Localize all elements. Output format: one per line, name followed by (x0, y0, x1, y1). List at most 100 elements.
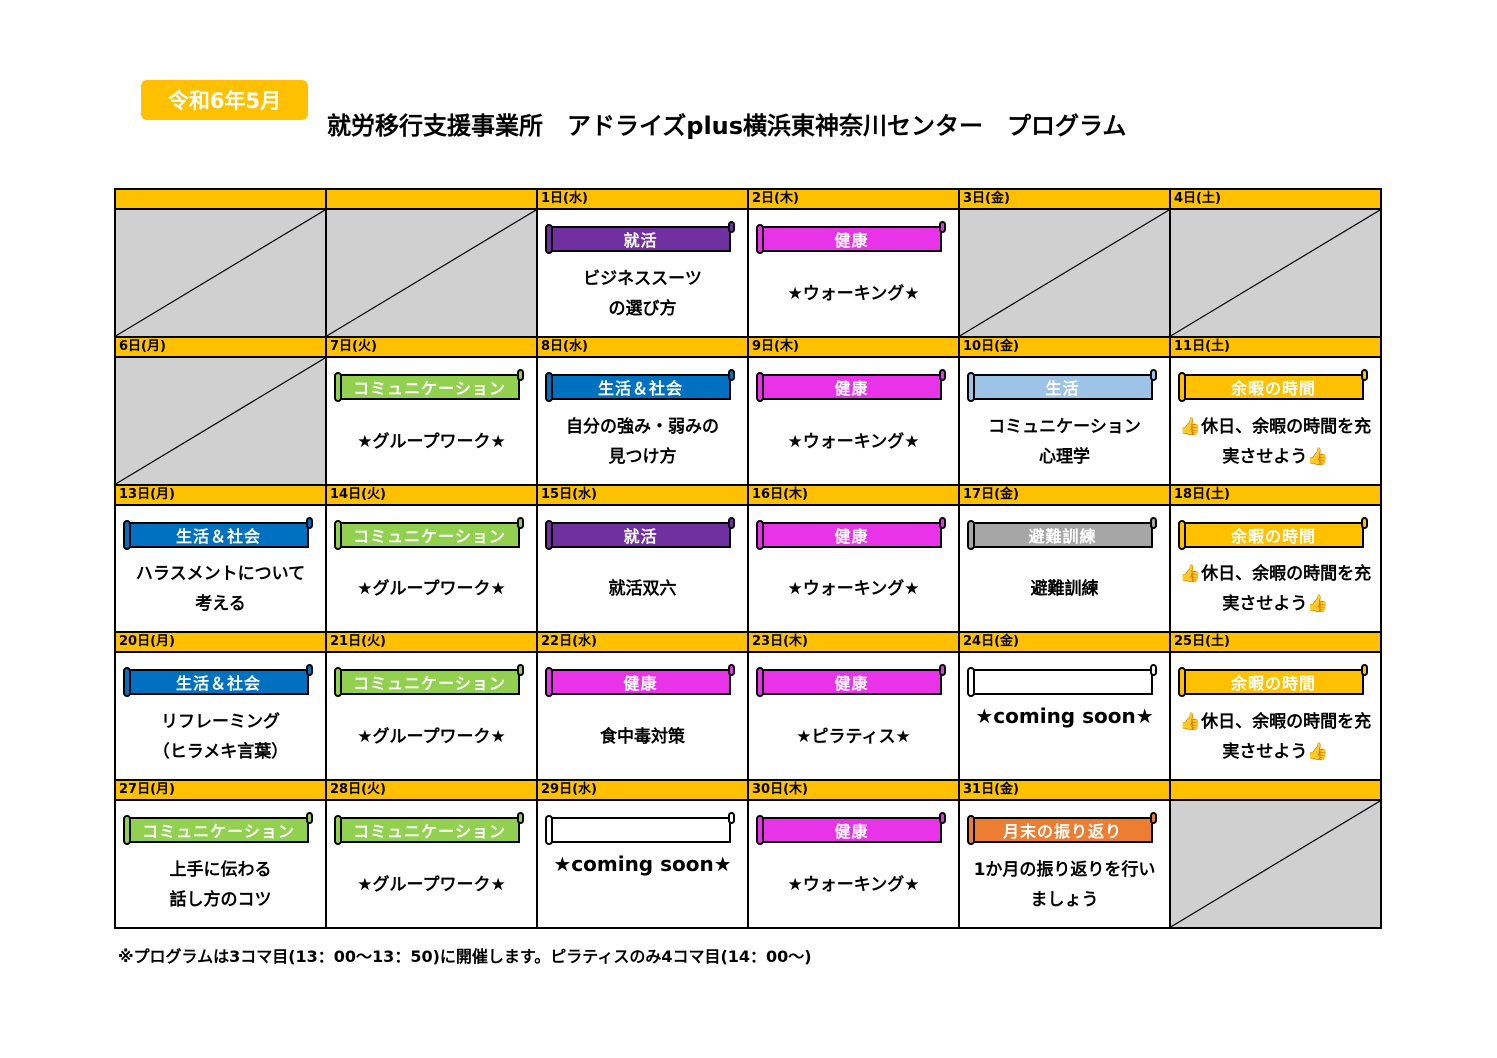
date-label: 20日(月) (116, 633, 325, 654)
category-banner: コミュニケーション (334, 368, 524, 402)
scroll-curl-right (517, 368, 524, 381)
calendar-cell: 14日(火) コミュニケーション ★グループワーク★ (327, 485, 536, 632)
date-label: 7日(火) (327, 337, 536, 358)
cell-body (116, 357, 325, 484)
cell-body (1171, 801, 1380, 927)
program-description: ★グループワーク★ (357, 579, 506, 600)
category-label: 生活＆社会 (128, 669, 309, 696)
calendar-cell: 20日(月) 生活＆社会 リフレーミング （ヒラメキ言葉） (116, 633, 325, 780)
date-label: 10日(金) (960, 337, 1169, 358)
scroll-curl-left (334, 815, 342, 846)
scroll-curl-left (545, 519, 553, 550)
cell-body (960, 210, 1169, 336)
category-label: 生活＆社会 (128, 521, 309, 548)
program-description: 👍休日、余暇の時間を充 実させよう👍 (1179, 416, 1372, 467)
scroll-curl-right (728, 516, 735, 529)
cell-body: 健康 ★ウォーキング★ (749, 358, 958, 484)
date-label: 22日(水) (538, 633, 747, 654)
scroll-curl-left (123, 667, 131, 698)
scroll-curl-left (545, 224, 553, 254)
cell-body: コミュニケーション上手に伝わる 話し方のコツ (116, 801, 325, 927)
cell-body: 就活 就活双六 (538, 506, 747, 632)
category-banner: 生活＆社会 (123, 516, 313, 550)
category-banner: 余暇の時間 (1178, 368, 1368, 402)
program-description: ★coming soon★ (975, 704, 1154, 729)
category-label: 健康 (761, 521, 942, 548)
scroll-curl-left (756, 519, 764, 550)
category-banner: 健康 (756, 516, 946, 550)
date-label: 25日(土) (1171, 633, 1380, 654)
calendar-cell-empty: 4日(土) (1171, 190, 1380, 336)
scroll-curl-right (1361, 368, 1368, 381)
schedule-footnote: ※プログラムは3コマ目(13：00～13：50)に開催します。ピラティスのみ4コ… (118, 947, 812, 966)
date-label: 11日(土) (1171, 337, 1380, 358)
scroll-curl-left (967, 519, 975, 550)
scroll-curl-left (123, 519, 131, 550)
calendar-cell-empty (116, 190, 325, 336)
category-label (972, 669, 1153, 696)
category-banner: 健康 (545, 664, 735, 698)
date-label: 14日(火) (327, 485, 536, 506)
category-banner: 健康 (756, 664, 946, 698)
scroll-curl-left (334, 519, 342, 550)
diagonal-slash (1171, 210, 1380, 336)
date-label: 15日(水) (538, 485, 747, 506)
date-label: 27日(月) (116, 781, 325, 802)
date-label (1171, 781, 1380, 802)
scroll-curl-left (545, 371, 553, 402)
page-title: 就労移行支援事業所 アドライズplus横浜東神奈川センター プログラム (327, 112, 1127, 140)
category-banner: 生活 (967, 368, 1157, 402)
category-banner: 生活＆社会 (123, 664, 313, 698)
date-label: 30日(木) (749, 781, 958, 802)
scroll-curl-left (545, 815, 553, 846)
date-label: 21日(火) (327, 633, 536, 654)
category-banner: 余暇の時間 (1178, 516, 1368, 550)
cell-body (1171, 210, 1380, 336)
scroll-curl-left (545, 667, 553, 698)
date-label: 24日(金) (960, 633, 1169, 654)
program-description: 避難訓練 (1030, 579, 1099, 600)
category-label: 月末の振り返り (972, 817, 1153, 844)
cell-body: 生活＆社会 自分の強み・弱みの 見つけ方 (538, 358, 747, 484)
category-banner: 余暇の時間 (1178, 664, 1368, 698)
scroll-curl-right (939, 516, 946, 529)
date-label: 9日(木) (749, 337, 958, 358)
category-label: 就活 (550, 226, 731, 252)
scroll-curl-left (1178, 667, 1186, 698)
program-description: 1か月の振り返りを行い ましょう (973, 860, 1156, 911)
cell-body: 就活 ビジネススーツ の選び方 (538, 210, 747, 336)
cell-body (327, 210, 536, 336)
date-label: 13日(月) (116, 485, 325, 506)
scroll-curl-right (1150, 812, 1157, 825)
date-label: 8日(水) (538, 337, 747, 358)
cell-body: 健康 ★ウォーキング★ (749, 210, 958, 336)
program-calendar: 1日(水) 就活 ビジネススーツ の選び方 2日(木) 健康 ★ウォーキング★ 3日(金) 4… (114, 188, 1382, 929)
calendar-cell: 31日(金) 月末の振り返り 1か月の振り返りを行い ましょう (960, 781, 1169, 927)
category-label: コミュニケーション (128, 817, 309, 844)
cell-body: 余暇の時間 👍休日、余暇の時間を充 実させよう👍 (1171, 358, 1380, 484)
program-description: ★ウォーキング★ (787, 579, 920, 600)
calendar-cell-empty (327, 190, 536, 336)
calendar-cell-empty (1171, 781, 1380, 927)
scroll-curl-left (756, 815, 764, 846)
scroll-curl-left (1178, 519, 1186, 550)
category-label: 生活＆社会 (550, 373, 731, 400)
cell-body (116, 210, 325, 336)
category-label: 避難訓練 (972, 521, 1153, 548)
cell-body: 避難訓練 避難訓練 (960, 506, 1169, 632)
date-label: 28日(火) (327, 781, 536, 802)
category-label: コミュニケーション (339, 373, 520, 400)
scroll-curl-right (728, 812, 735, 825)
category-label: 健康 (550, 669, 731, 696)
scroll-curl-right (939, 812, 946, 825)
program-description: ハラスメントについて 考える (135, 564, 306, 615)
cell-body: コミュニケーション ★グループワーク★ (327, 653, 536, 779)
category-banner: コミュニケーション (334, 516, 524, 550)
date-label (327, 190, 536, 210)
program-description: ★グループワーク★ (357, 727, 506, 748)
cell-body: 余暇の時間 👍休日、余暇の時間を充 実させよう👍 (1171, 653, 1380, 779)
program-description: ★ウォーキング★ (787, 283, 920, 304)
diagonal-slash (1171, 801, 1380, 927)
calendar-cell: 7日(火) コミュニケーション ★グループワーク★ (327, 337, 536, 484)
program-description: 上手に伝わる 話し方のコツ (169, 860, 272, 911)
